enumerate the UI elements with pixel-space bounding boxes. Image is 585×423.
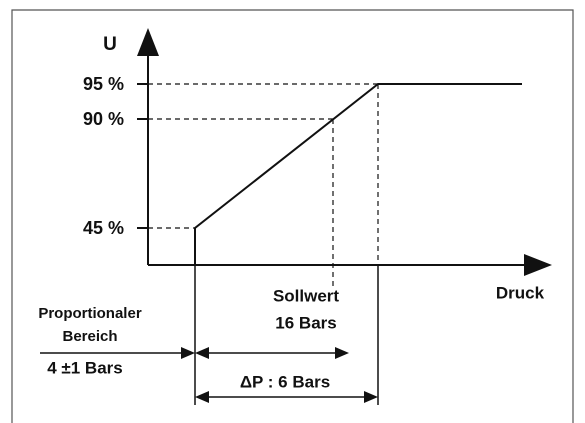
- x-arrow: [524, 254, 552, 276]
- prop-value: 4 ±1 Bars: [47, 358, 123, 377]
- y-arrow: [137, 28, 159, 56]
- prop-label: Proportionaler: [38, 305, 142, 322]
- level-label: 45 %: [83, 218, 124, 238]
- y-label: U: [103, 34, 117, 55]
- level-label: 90 %: [83, 109, 124, 129]
- setpoint-label: Sollwert: [273, 286, 339, 305]
- delta-label: ΔP : 6 Bars: [240, 372, 330, 391]
- setpoint-value: 16 Bars: [275, 313, 336, 332]
- frame: [11, 9, 574, 423]
- arrowhead: [335, 347, 349, 359]
- prop-label: Bereich: [62, 328, 117, 345]
- x-label: Druck: [496, 283, 545, 302]
- arrowhead: [364, 391, 378, 403]
- curve: [148, 83, 522, 266]
- arrowhead: [181, 347, 195, 359]
- arrowhead: [195, 391, 209, 403]
- level-label: 95 %: [83, 74, 124, 94]
- arrowhead: [195, 347, 209, 359]
